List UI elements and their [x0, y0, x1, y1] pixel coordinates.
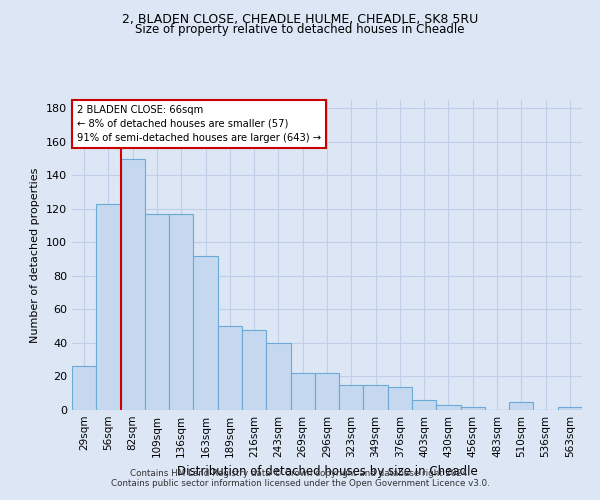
Text: 2 BLADEN CLOSE: 66sqm
← 8% of detached houses are smaller (57)
91% of semi-detac: 2 BLADEN CLOSE: 66sqm ← 8% of detached h…: [77, 104, 321, 142]
Bar: [339, 385, 364, 410]
Bar: [169, 214, 193, 410]
Bar: [290, 373, 315, 410]
Bar: [145, 214, 169, 410]
Y-axis label: Number of detached properties: Number of detached properties: [31, 168, 40, 342]
Bar: [121, 158, 145, 410]
Bar: [558, 406, 582, 410]
X-axis label: Distribution of detached houses by size in Cheadle: Distribution of detached houses by size …: [176, 466, 478, 478]
Bar: [388, 386, 412, 410]
Bar: [96, 204, 121, 410]
Bar: [218, 326, 242, 410]
Bar: [242, 330, 266, 410]
Text: Contains public sector information licensed under the Open Government Licence v3: Contains public sector information licen…: [110, 478, 490, 488]
Text: Contains HM Land Registry data © Crown copyright and database right 2024.: Contains HM Land Registry data © Crown c…: [130, 468, 470, 477]
Bar: [509, 402, 533, 410]
Bar: [364, 385, 388, 410]
Text: 2, BLADEN CLOSE, CHEADLE HULME, CHEADLE, SK8 5RU: 2, BLADEN CLOSE, CHEADLE HULME, CHEADLE,…: [122, 12, 478, 26]
Bar: [266, 343, 290, 410]
Bar: [461, 406, 485, 410]
Text: Size of property relative to detached houses in Cheadle: Size of property relative to detached ho…: [135, 22, 465, 36]
Bar: [436, 405, 461, 410]
Bar: [193, 256, 218, 410]
Bar: [72, 366, 96, 410]
Bar: [412, 400, 436, 410]
Bar: [315, 373, 339, 410]
